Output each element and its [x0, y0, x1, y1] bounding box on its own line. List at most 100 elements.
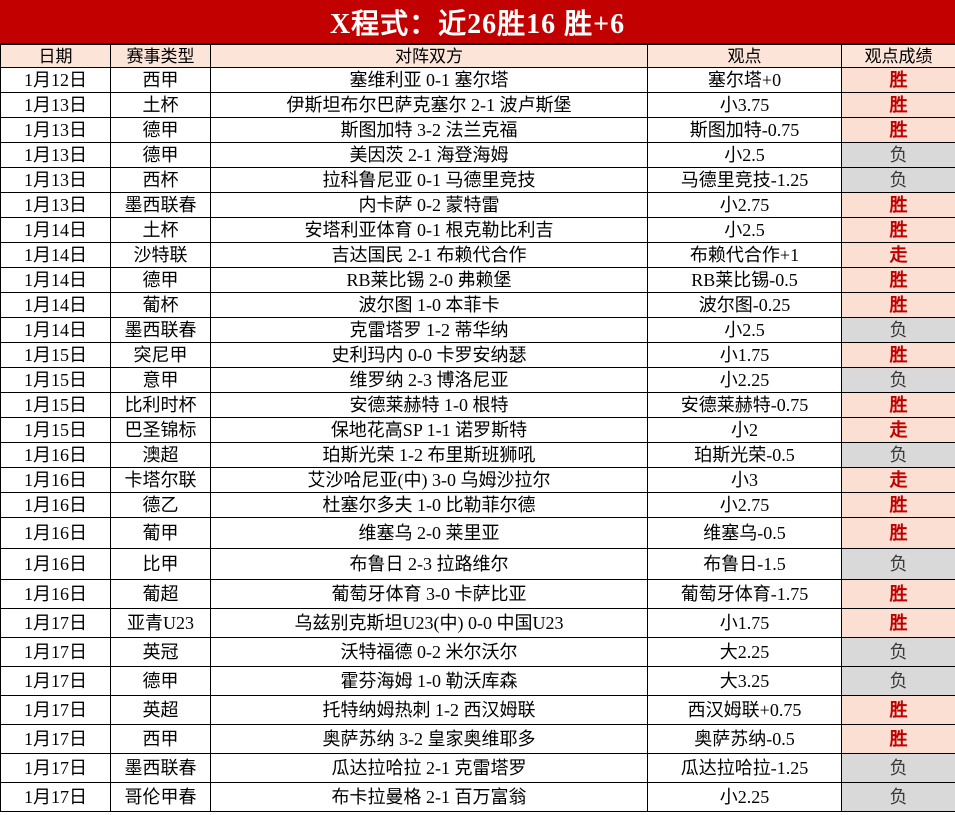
result-cell: 负	[841, 442, 955, 468]
table-row: 1月16日 澳超 珀斯光荣 1-2 布里斯班狮吼 珀斯光荣-0.5 负	[0, 442, 955, 468]
date-cell: 1月13日	[0, 92, 111, 118]
table-row: 1月17日 西甲 奥萨苏纳 3-2 皇家奥维耶多 奥萨苏纳-0.5 胜	[0, 724, 955, 754]
view-cell: 马德里竞技-1.25	[647, 167, 842, 193]
date-cell: 1月15日	[0, 417, 111, 443]
league-cell: 沙特联	[110, 242, 211, 268]
date-cell: 1月17日	[0, 724, 111, 754]
match-cell: 珀斯光荣 1-2 布里斯班狮吼	[210, 442, 648, 468]
league-cell: 西甲	[110, 67, 211, 93]
view-cell: 大3.25	[647, 666, 842, 696]
column-header-view: 观点	[647, 44, 842, 68]
match-cell: RB莱比锡 2-0 弗赖堡	[210, 267, 648, 293]
match-cell: 塞维利亚 0-1 塞尔塔	[210, 67, 648, 93]
result-cell: 胜	[841, 608, 955, 638]
header-row: 日期 赛事类型 对阵双方 观点 观点成绩	[0, 44, 955, 68]
view-cell: 小3.75	[647, 92, 842, 118]
table-row: 1月15日 比利时杯 安德莱赫特 1-0 根特 安德莱赫特-0.75 胜	[0, 392, 955, 418]
view-cell: 小2.5	[647, 217, 842, 243]
match-cell: 保地花高SP 1-1 诺罗斯特	[210, 417, 648, 443]
result-cell: 胜	[841, 517, 955, 549]
table-row: 1月17日 英冠 沃特福德 0-2 米尔沃尔 大2.25 负	[0, 637, 955, 667]
match-cell: 斯图加特 3-2 法兰克福	[210, 117, 648, 143]
league-cell: 比利时杯	[110, 392, 211, 418]
date-cell: 1月17日	[0, 753, 111, 783]
match-cell: 伊斯坦布尔巴萨克塞尔 2-1 波卢斯堡	[210, 92, 648, 118]
result-cell: 负	[841, 142, 955, 168]
view-cell: 小2.75	[647, 192, 842, 218]
result-cell: 负	[841, 317, 955, 343]
view-cell: 小1.75	[647, 342, 842, 368]
view-cell: 小3	[647, 467, 842, 493]
match-cell: 布鲁日 2-3 拉路维尔	[210, 548, 648, 580]
date-cell: 1月16日	[0, 492, 111, 518]
result-cell: 胜	[841, 67, 955, 93]
match-cell: 瓜达拉哈拉 2-1 克雷塔罗	[210, 753, 648, 783]
date-cell: 1月13日	[0, 142, 111, 168]
date-cell: 1月13日	[0, 117, 111, 143]
view-cell: 小2	[647, 417, 842, 443]
league-cell: 亚青U23	[110, 608, 211, 638]
match-cell: 维罗纳 2-3 博洛尼亚	[210, 367, 648, 393]
league-cell: 西甲	[110, 724, 211, 754]
result-cell: 胜	[841, 695, 955, 725]
view-cell: 小2.25	[647, 367, 842, 393]
league-cell: 墨西联春	[110, 753, 211, 783]
league-cell: 德甲	[110, 267, 211, 293]
table-row: 1月17日 墨西联春 瓜达拉哈拉 2-1 克雷塔罗 瓜达拉哈拉-1.25 负	[0, 753, 955, 783]
view-cell: 西汉姆联+0.75	[647, 695, 842, 725]
date-cell: 1月17日	[0, 782, 111, 812]
match-cell: 霍芬海姆 1-0 勒沃库森	[210, 666, 648, 696]
date-cell: 1月16日	[0, 548, 111, 580]
match-cell: 拉科鲁尼亚 0-1 马德里竞技	[210, 167, 648, 193]
column-header-league: 赛事类型	[110, 44, 211, 68]
view-cell: 瓜达拉哈拉-1.25	[647, 753, 842, 783]
result-cell: 负	[841, 167, 955, 193]
match-cell: 吉达国民 2-1 布赖代合作	[210, 242, 648, 268]
table-row: 1月13日 墨西联春 内卡萨 0-2 蒙特雷 小2.75 胜	[0, 192, 955, 218]
date-cell: 1月14日	[0, 217, 111, 243]
view-cell: 塞尔塔+0	[647, 67, 842, 93]
table-row: 1月15日 意甲 维罗纳 2-3 博洛尼亚 小2.25 负	[0, 367, 955, 393]
match-cell: 克雷塔罗 1-2 蒂华纳	[210, 317, 648, 343]
table-header: 日期 赛事类型 对阵双方 观点 观点成绩	[0, 44, 955, 68]
view-cell: RB莱比锡-0.5	[647, 267, 842, 293]
date-cell: 1月17日	[0, 637, 111, 667]
match-cell: 奥萨苏纳 3-2 皇家奥维耶多	[210, 724, 648, 754]
date-cell: 1月16日	[0, 467, 111, 493]
result-cell: 胜	[841, 217, 955, 243]
table-row: 1月13日 德甲 美因茨 2-1 海登海姆 小2.5 负	[0, 142, 955, 168]
match-cell: 维塞乌 2-0 莱里亚	[210, 517, 648, 549]
table-body: 1月12日 西甲 塞维利亚 0-1 塞尔塔 塞尔塔+0 胜 1月13日 土杯 伊…	[0, 67, 955, 812]
match-cell: 波尔图 1-0 本菲卡	[210, 292, 648, 318]
table-row: 1月17日 德甲 霍芬海姆 1-0 勒沃库森 大3.25 负	[0, 666, 955, 696]
league-cell: 葡杯	[110, 292, 211, 318]
result-cell: 胜	[841, 579, 955, 609]
date-cell: 1月17日	[0, 695, 111, 725]
result-cell: 走	[841, 242, 955, 268]
league-cell: 西杯	[110, 167, 211, 193]
league-cell: 意甲	[110, 367, 211, 393]
result-cell: 胜	[841, 117, 955, 143]
result-cell: 胜	[841, 724, 955, 754]
result-cell: 负	[841, 637, 955, 667]
date-cell: 1月12日	[0, 67, 111, 93]
table-row: 1月15日 突尼甲 史利玛内 0-0 卡罗安纳瑟 小1.75 胜	[0, 342, 955, 368]
column-header-view-result: 观点成绩	[841, 44, 955, 68]
date-cell: 1月13日	[0, 167, 111, 193]
result-cell: 负	[841, 782, 955, 812]
table-row: 1月14日 葡杯 波尔图 1-0 本菲卡 波尔图-0.25 胜	[0, 292, 955, 318]
league-cell: 德甲	[110, 142, 211, 168]
match-cell: 托特纳姆热刺 1-2 西汉姆联	[210, 695, 648, 725]
result-cell: 胜	[841, 392, 955, 418]
result-cell: 负	[841, 367, 955, 393]
view-cell: 斯图加特-0.75	[647, 117, 842, 143]
result-cell: 胜	[841, 192, 955, 218]
league-cell: 土杯	[110, 217, 211, 243]
table-row: 1月16日 比甲 布鲁日 2-3 拉路维尔 布鲁日-1.5 负	[0, 548, 955, 580]
date-cell: 1月15日	[0, 392, 111, 418]
result-cell: 负	[841, 548, 955, 580]
match-cell: 沃特福德 0-2 米尔沃尔	[210, 637, 648, 667]
view-cell: 布鲁日-1.5	[647, 548, 842, 580]
view-cell: 小1.75	[647, 608, 842, 638]
